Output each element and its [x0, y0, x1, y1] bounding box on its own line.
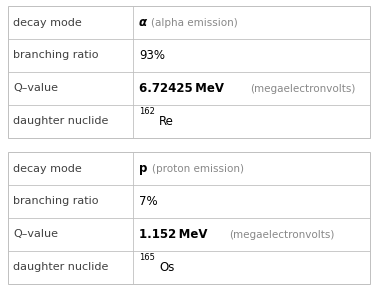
Text: (proton emission): (proton emission) [152, 164, 244, 173]
Text: daughter nuclide: daughter nuclide [13, 262, 108, 272]
Text: Re: Re [160, 115, 174, 128]
Text: Q–value: Q–value [13, 230, 58, 239]
Text: 162: 162 [139, 107, 155, 116]
Bar [8, 6, 370, 138]
Text: 6.72425 MeV: 6.72425 MeV [139, 82, 224, 95]
Text: α: α [139, 16, 147, 29]
Text: Q–value: Q–value [13, 84, 58, 93]
Text: decay mode: decay mode [13, 17, 82, 28]
Text: (megaelectronvolts): (megaelectronvolts) [229, 230, 335, 239]
Text: (megaelectronvolts): (megaelectronvolts) [251, 84, 356, 93]
Text: 7%: 7% [139, 195, 158, 208]
Text: branching ratio: branching ratio [13, 51, 99, 61]
Bar [8, 152, 370, 284]
Text: Os: Os [160, 261, 175, 274]
Text: (alpha emission): (alpha emission) [151, 17, 238, 28]
Text: 165: 165 [139, 253, 155, 262]
Text: 1.152 MeV: 1.152 MeV [139, 228, 208, 241]
Text: branching ratio: branching ratio [13, 196, 99, 207]
Text: daughter nuclide: daughter nuclide [13, 116, 108, 127]
Text: decay mode: decay mode [13, 164, 82, 173]
Text: 93%: 93% [139, 49, 165, 62]
Text: p: p [139, 162, 147, 175]
